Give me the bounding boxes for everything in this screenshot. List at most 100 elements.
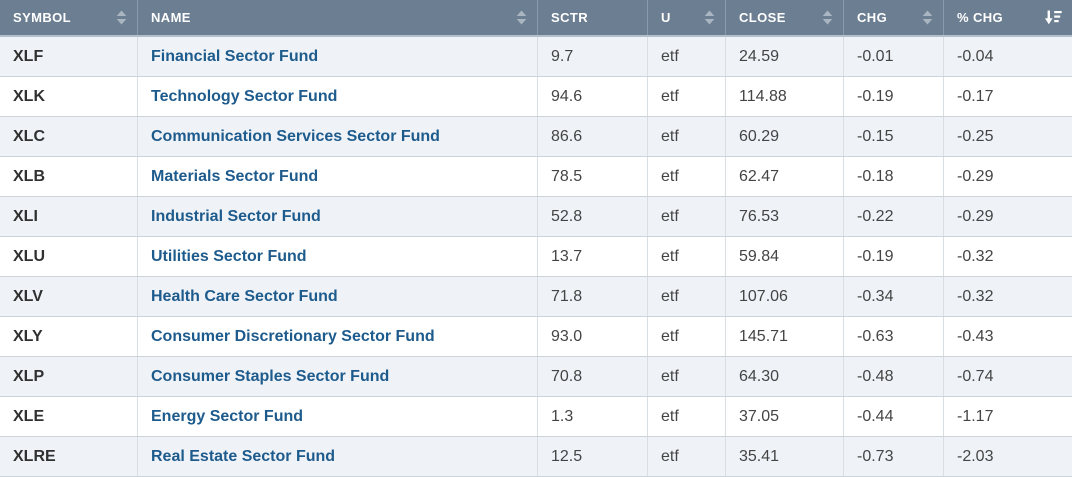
sctr-cell: 78.5 xyxy=(537,157,647,196)
name-cell: Technology Sector Fund xyxy=(137,77,537,116)
name-cell: Health Care Sector Fund xyxy=(137,277,537,316)
sctr-cell: 9.7 xyxy=(537,37,647,76)
sort-updown-icon[interactable] xyxy=(116,10,127,25)
sort-updown-icon[interactable] xyxy=(516,10,527,25)
pct-chg-cell: -0.32 xyxy=(943,277,1072,316)
universe-cell: etf xyxy=(647,117,725,156)
table-row: XLE Energy Sector Fund 1.3 etf 37.05 -0.… xyxy=(0,397,1072,437)
fund-name-link[interactable]: Utilities Sector Fund xyxy=(151,247,307,265)
fund-name-link[interactable]: Consumer Discretionary Sector Fund xyxy=(151,327,435,345)
close-cell: 76.53 xyxy=(725,197,843,236)
sctr-cell: 94.6 xyxy=(537,77,647,116)
column-header-close[interactable]: CLOSE xyxy=(725,0,843,35)
name-cell: Energy Sector Fund xyxy=(137,397,537,436)
pct-chg-cell: -0.29 xyxy=(943,157,1072,196)
universe-cell: etf xyxy=(647,77,725,116)
name-cell: Materials Sector Fund xyxy=(137,157,537,196)
universe-cell: etf xyxy=(647,237,725,276)
symbol-cell: XLU xyxy=(13,247,45,265)
fund-name-link[interactable]: Health Care Sector Fund xyxy=(151,287,338,305)
close-cell: 35.41 xyxy=(725,437,843,476)
sort-updown-icon[interactable] xyxy=(922,10,933,25)
chg-cell: -0.73 xyxy=(843,437,943,476)
table-row: XLI Industrial Sector Fund 52.8 etf 76.5… xyxy=(0,197,1072,237)
universe-cell: etf xyxy=(647,157,725,196)
column-label-pct-chg: % CHG xyxy=(957,10,1004,25)
column-header-name[interactable]: NAME xyxy=(137,0,537,35)
pct-chg-cell: -0.04 xyxy=(943,37,1072,76)
close-cell: 59.84 xyxy=(725,237,843,276)
symbol-cell: XLI xyxy=(13,207,38,225)
fund-name-link[interactable]: Industrial Sector Fund xyxy=(151,207,321,225)
close-cell: 114.88 xyxy=(725,77,843,116)
fund-name-link[interactable]: Financial Sector Fund xyxy=(151,47,319,65)
name-cell: Real Estate Sector Fund xyxy=(137,437,537,476)
chg-cell: -0.34 xyxy=(843,277,943,316)
column-label-close: CLOSE xyxy=(739,10,786,25)
symbol-cell: XLV xyxy=(13,287,43,305)
column-header-symbol[interactable]: SYMBOL xyxy=(0,0,137,35)
table-row: XLC Communication Services Sector Fund 8… xyxy=(0,117,1072,157)
symbol-cell: XLP xyxy=(13,367,45,385)
sort-updown-icon[interactable] xyxy=(822,10,833,25)
column-header-sctr[interactable]: SCTR xyxy=(537,0,647,35)
pct-chg-cell: -2.03 xyxy=(943,437,1072,476)
chg-cell: -0.63 xyxy=(843,317,943,356)
close-cell: 107.06 xyxy=(725,277,843,316)
chg-cell: -0.18 xyxy=(843,157,943,196)
fund-name-link[interactable]: Energy Sector Fund xyxy=(151,407,304,425)
symbol-cell: XLB xyxy=(13,167,45,185)
sctr-cell: 1.3 xyxy=(537,397,647,436)
table-header-row: SYMBOL NAME SCTR U CLOSE xyxy=(0,0,1072,37)
fund-name-link[interactable]: Technology Sector Fund xyxy=(151,87,338,105)
column-header-chg[interactable]: CHG xyxy=(843,0,943,35)
sctr-cell: 70.8 xyxy=(537,357,647,396)
table-row: XLK Technology Sector Fund 94.6 etf 114.… xyxy=(0,77,1072,117)
table-row: XLF Financial Sector Fund 9.7 etf 24.59 … xyxy=(0,37,1072,77)
fund-name-link[interactable]: Materials Sector Fund xyxy=(151,167,319,185)
universe-cell: etf xyxy=(647,357,725,396)
close-cell: 64.30 xyxy=(725,357,843,396)
pct-chg-cell: -0.29 xyxy=(943,197,1072,236)
chg-cell: -0.44 xyxy=(843,397,943,436)
universe-cell: etf xyxy=(647,397,725,436)
close-cell: 145.71 xyxy=(725,317,843,356)
name-cell: Consumer Discretionary Sector Fund xyxy=(137,317,537,356)
chg-cell: -0.15 xyxy=(843,117,943,156)
name-cell: Utilities Sector Fund xyxy=(137,237,537,276)
table-row: XLB Materials Sector Fund 78.5 etf 62.47… xyxy=(0,157,1072,197)
fund-name-link[interactable]: Communication Services Sector Fund xyxy=(151,127,440,145)
universe-cell: etf xyxy=(647,197,725,236)
sctr-cell: 13.7 xyxy=(537,237,647,276)
sctr-cell: 12.5 xyxy=(537,437,647,476)
symbol-cell: XLF xyxy=(13,47,44,65)
table-row: XLP Consumer Staples Sector Fund 70.8 et… xyxy=(0,357,1072,397)
symbol-cell: XLY xyxy=(13,327,43,345)
sort-descending-icon[interactable] xyxy=(1045,10,1062,25)
fund-name-link[interactable]: Real Estate Sector Fund xyxy=(151,447,336,465)
chg-cell: -0.48 xyxy=(843,357,943,396)
sctr-cell: 52.8 xyxy=(537,197,647,236)
sctr-cell: 93.0 xyxy=(537,317,647,356)
pct-chg-cell: -0.17 xyxy=(943,77,1072,116)
table-row: XLU Utilities Sector Fund 13.7 etf 59.84… xyxy=(0,237,1072,277)
table-row: XLRE Real Estate Sector Fund 12.5 etf 35… xyxy=(0,437,1072,477)
universe-cell: etf xyxy=(647,317,725,356)
name-cell: Communication Services Sector Fund xyxy=(137,117,537,156)
table-row: XLY Consumer Discretionary Sector Fund 9… xyxy=(0,317,1072,357)
symbol-cell: XLRE xyxy=(13,447,56,465)
column-label-u: U xyxy=(661,10,671,25)
column-header-u[interactable]: U xyxy=(647,0,725,35)
fund-name-link[interactable]: Consumer Staples Sector Fund xyxy=(151,367,390,385)
pct-chg-cell: -1.17 xyxy=(943,397,1072,436)
sort-updown-icon[interactable] xyxy=(704,10,715,25)
table-body: XLF Financial Sector Fund 9.7 etf 24.59 … xyxy=(0,37,1072,477)
pct-chg-cell: -0.74 xyxy=(943,357,1072,396)
pct-chg-cell: -0.32 xyxy=(943,237,1072,276)
close-cell: 24.59 xyxy=(725,37,843,76)
symbol-cell: XLC xyxy=(13,127,45,145)
universe-cell: etf xyxy=(647,37,725,76)
pct-chg-cell: -0.25 xyxy=(943,117,1072,156)
column-header-pct-chg[interactable]: % CHG xyxy=(943,0,1072,35)
